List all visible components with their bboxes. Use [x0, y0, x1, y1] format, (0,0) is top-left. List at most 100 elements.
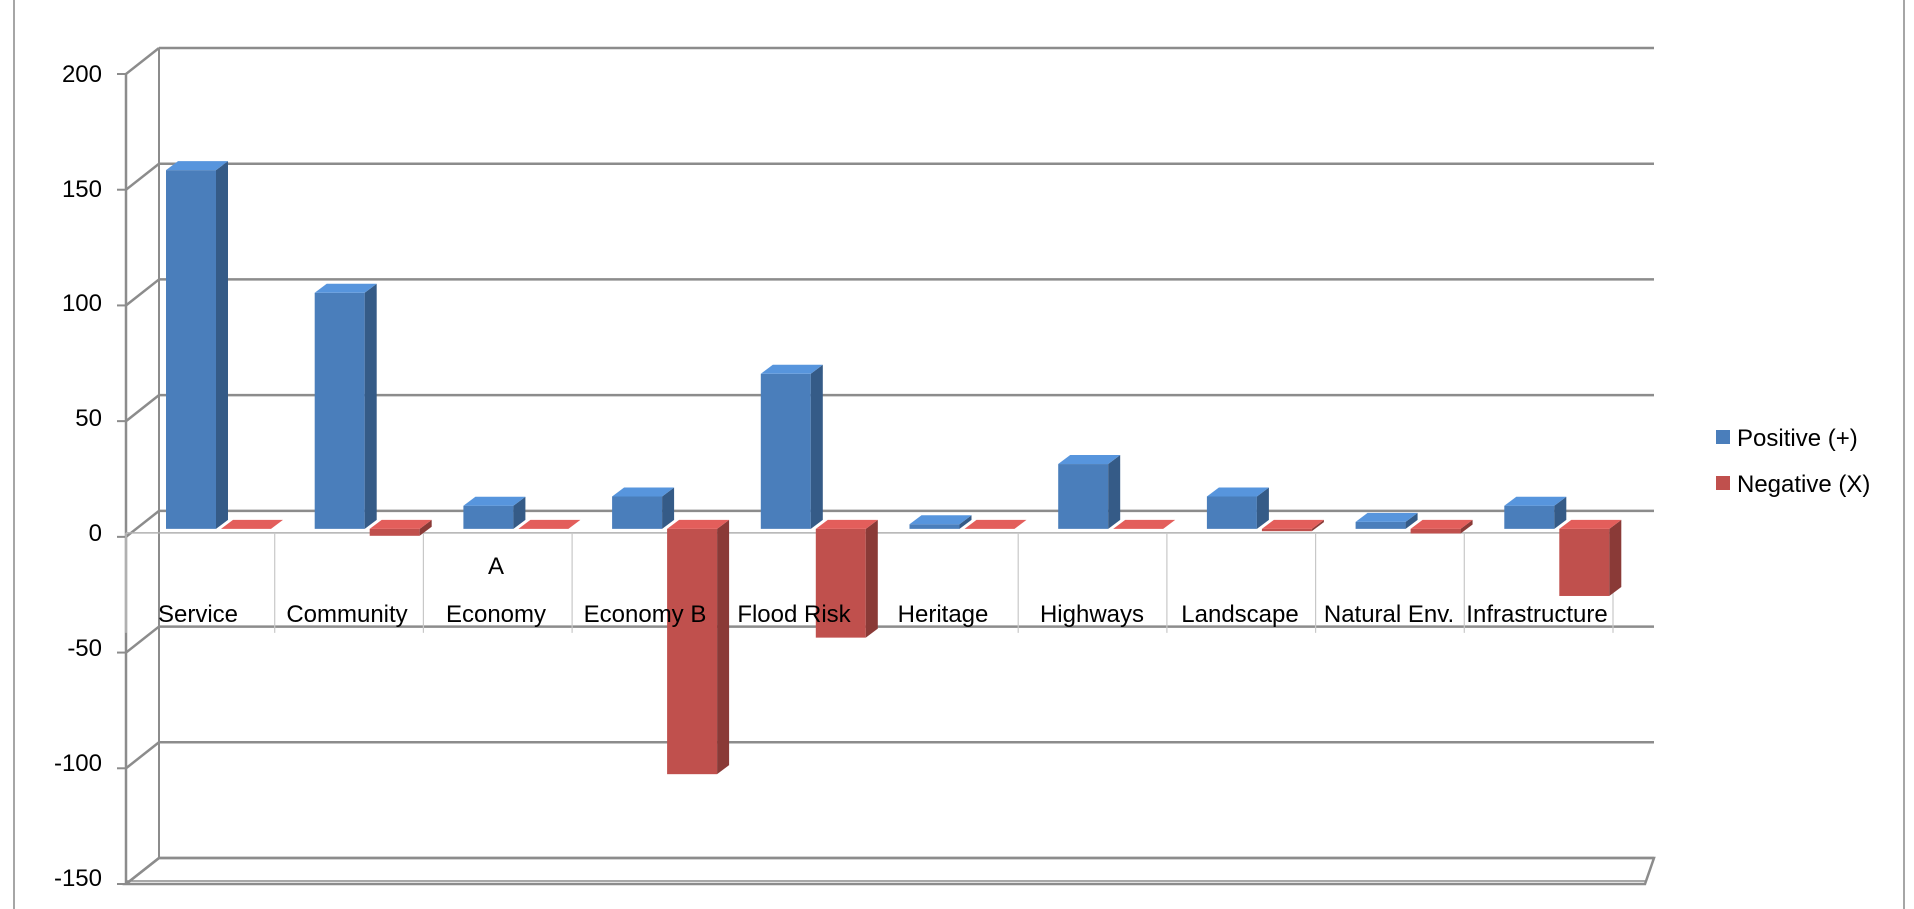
bar-side — [717, 519, 730, 775]
bar-positive — [612, 487, 675, 529]
bar-side — [216, 161, 228, 529]
bar-top — [1058, 455, 1121, 465]
y-tick-label: 0 — [89, 520, 102, 547]
bar-positive — [1355, 512, 1418, 529]
bar-top — [314, 283, 377, 293]
category-label: Natural Env. — [1324, 601, 1454, 628]
category-label: Service — [158, 601, 238, 628]
bar-front — [612, 496, 663, 529]
gridline-side — [125, 625, 160, 654]
bar-negative — [518, 519, 581, 529]
bar-front — [314, 292, 365, 529]
bar-side — [1554, 496, 1567, 529]
bar-front — [1559, 528, 1610, 596]
bar-side — [865, 519, 878, 638]
bar-negative — [1113, 519, 1176, 529]
bar-positive — [909, 515, 972, 529]
category-label: Landscape — [1181, 601, 1298, 628]
bar-front — [1504, 505, 1555, 529]
bar-top — [667, 519, 730, 529]
bar-side — [959, 515, 972, 529]
y-tick-label: 50 — [75, 405, 102, 432]
bar-top — [1261, 519, 1324, 529]
bar-side — [364, 283, 377, 529]
bar-front — [667, 528, 718, 775]
gridline-side — [125, 47, 160, 75]
y-tick-label: -150 — [54, 865, 102, 892]
bar-top — [463, 496, 526, 506]
floor-outline — [122, 856, 1656, 886]
bar-side — [513, 496, 526, 529]
category-sublabel: A — [488, 553, 504, 580]
bar-negative — [1559, 519, 1622, 596]
bar-side — [419, 519, 432, 536]
y-tick-label: -50 — [67, 635, 102, 662]
bar-positive — [166, 161, 228, 529]
gridline-side — [125, 741, 160, 770]
category-labels: Service Community Economy Economy B Floo… — [158, 553, 1608, 628]
category-label: Flood Risk — [737, 601, 851, 628]
bar-negative — [369, 519, 432, 536]
bar-positive — [1206, 487, 1269, 529]
bar-side — [810, 364, 823, 529]
bar-front — [1206, 496, 1257, 529]
category-label: Economy B — [584, 601, 707, 628]
bar-side — [1405, 512, 1418, 529]
y-axis — [117, 48, 160, 885]
gridline-side — [125, 394, 160, 423]
bar-negative — [221, 519, 283, 529]
bar-negative — [667, 519, 730, 775]
bar-top — [1113, 519, 1176, 529]
gridline-side — [125, 278, 160, 307]
bar-front — [1261, 528, 1312, 532]
legend-label-positive: Positive (+) — [1737, 425, 1858, 452]
bar-top — [166, 161, 228, 171]
bar-top — [909, 515, 972, 525]
bar-negative — [815, 519, 878, 638]
legend: Positive (+) Negative (X) — [1716, 425, 1870, 498]
bar-positive — [1058, 455, 1121, 529]
bar-top — [760, 364, 823, 374]
category-label: Economy — [446, 601, 546, 628]
bar-front — [815, 528, 866, 638]
bar-top — [221, 519, 283, 529]
bar-top — [1206, 487, 1269, 497]
bar-top — [518, 519, 581, 529]
bar-front — [1355, 521, 1406, 529]
bar-top — [815, 519, 878, 529]
bar-side — [1460, 519, 1473, 534]
bar-negative — [964, 519, 1027, 529]
bar-series — [166, 161, 1622, 775]
bar-side — [1108, 455, 1121, 529]
bar-side — [1311, 519, 1324, 532]
bar-negative — [1261, 519, 1324, 532]
bar-side — [1256, 487, 1269, 529]
legend-label-negative: Negative (X) — [1737, 471, 1870, 498]
bar-front — [909, 524, 960, 529]
bar-top — [1559, 519, 1622, 529]
bar-front — [760, 373, 811, 529]
bar-positive — [463, 496, 526, 529]
bar-front — [463, 505, 514, 529]
bar-side — [662, 487, 675, 529]
bar-top — [964, 519, 1027, 529]
category-label: Heritage — [898, 601, 989, 628]
category-label: Community — [286, 601, 407, 628]
bar-top — [1355, 512, 1418, 522]
bar-front — [166, 170, 216, 529]
y-tick-label: 150 — [62, 176, 102, 203]
legend-swatch-negative — [1716, 476, 1730, 490]
bar-front — [369, 528, 420, 536]
bar-top — [1504, 496, 1567, 506]
gridline-side — [125, 162, 160, 191]
y-tick-labels: 200 150 100 50 0 -50 -100 -150 — [54, 61, 102, 892]
bar-front — [1058, 464, 1109, 529]
category-label: Highways — [1040, 601, 1144, 628]
bar-front — [1410, 528, 1461, 534]
category-label: Infrastructure — [1466, 601, 1607, 628]
legend-swatch-positive — [1716, 430, 1730, 444]
y-tick-label: 100 — [62, 290, 102, 317]
bar-top — [369, 519, 432, 529]
y-tick-label: 200 — [62, 61, 102, 88]
bar-positive — [1504, 496, 1567, 529]
